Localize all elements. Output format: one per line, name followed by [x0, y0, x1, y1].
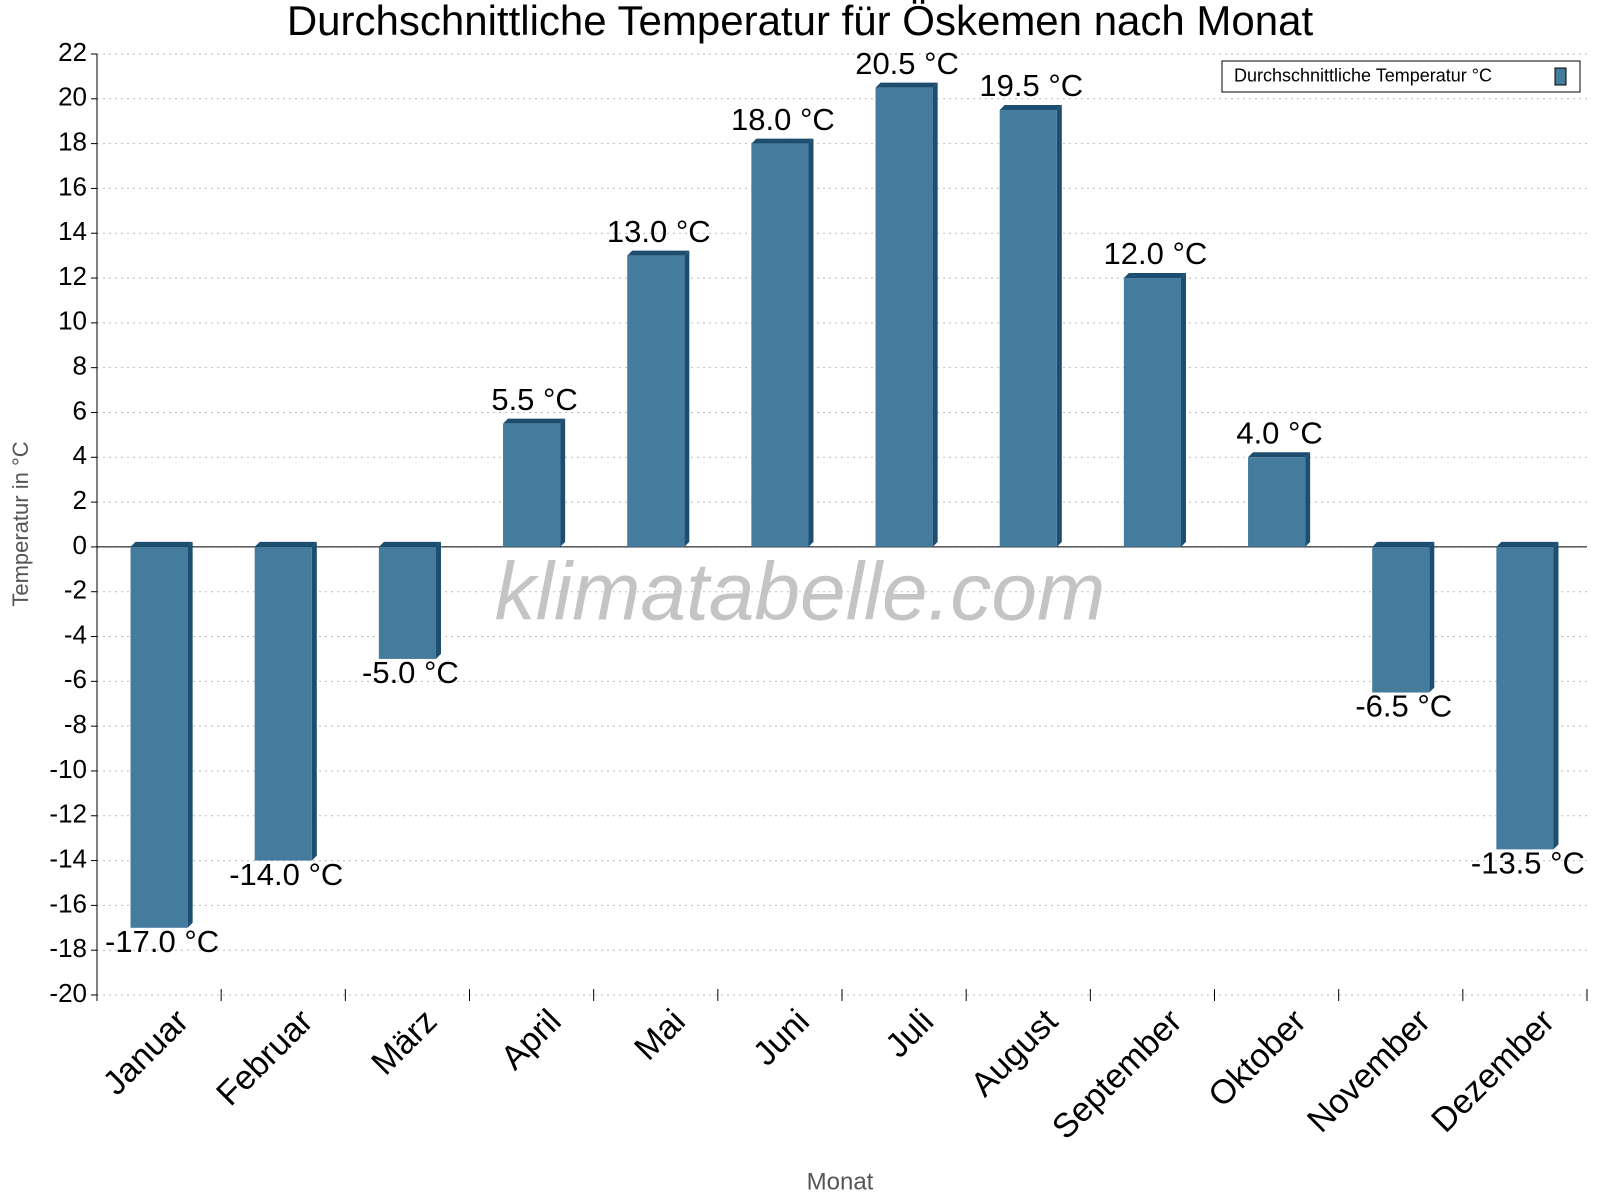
value-label: -6.5 °C	[1355, 689, 1452, 724]
bar	[1496, 546, 1554, 850]
bar-top	[503, 418, 566, 424]
legend-label: Durchschnittliche Temperatur °C	[1234, 65, 1492, 85]
bar	[503, 423, 561, 547]
x-axis-label: Monat	[807, 1168, 874, 1195]
y-tick-label: -6	[64, 664, 87, 694]
bar	[751, 143, 809, 547]
y-tick-label: 0	[73, 530, 87, 560]
bar	[875, 87, 933, 547]
bar-top	[254, 541, 317, 547]
bar-side	[187, 541, 193, 928]
y-tick-label: 20	[58, 82, 87, 112]
y-tick-label: -16	[49, 888, 87, 918]
value-label: 12.0 °C	[1104, 236, 1208, 271]
y-tick-label: -20	[49, 978, 87, 1008]
y-tick-label: 4	[73, 440, 87, 470]
bar-top	[627, 250, 690, 256]
y-tick-label: -12	[49, 799, 87, 829]
value-label: 19.5 °C	[979, 68, 1083, 103]
y-tick-label: 12	[58, 261, 87, 291]
value-label: -5.0 °C	[362, 655, 459, 690]
value-label: 20.5 °C	[855, 46, 959, 81]
bar-top	[1123, 273, 1186, 279]
legend-swatch	[1554, 67, 1567, 86]
y-tick-label: -2	[64, 575, 87, 605]
bar-side	[808, 138, 814, 547]
bar-side	[1429, 541, 1435, 693]
y-tick-label: 22	[58, 37, 87, 67]
y-tick-label: -18	[49, 933, 87, 963]
y-tick-label: 14	[58, 216, 87, 246]
y-tick-label: -4	[64, 619, 87, 649]
value-label: -13.5 °C	[1471, 846, 1585, 881]
bar-side	[1180, 273, 1186, 547]
y-tick-label: 2	[73, 485, 87, 515]
y-tick-label: 10	[58, 306, 87, 336]
bar-top	[1496, 541, 1559, 547]
value-label: 13.0 °C	[607, 214, 711, 249]
bar-side	[1305, 452, 1311, 547]
value-label: 4.0 °C	[1236, 415, 1323, 450]
bar	[378, 546, 436, 659]
bar-side	[311, 541, 317, 861]
bar	[1372, 546, 1430, 693]
bar	[627, 255, 685, 547]
y-tick-label: 18	[58, 126, 87, 156]
y-axis-label: Temperatur in °C	[8, 441, 33, 606]
value-label: -17.0 °C	[105, 924, 219, 959]
bar-side	[1553, 541, 1559, 850]
y-tick-label: -10	[49, 754, 87, 784]
bar-top	[751, 138, 814, 144]
bar-side	[1056, 105, 1062, 547]
bar-top	[1372, 541, 1435, 547]
value-label: 5.5 °C	[491, 382, 578, 417]
y-tick-label: -8	[64, 709, 87, 739]
bar-top	[130, 541, 193, 547]
bar	[999, 110, 1057, 547]
y-tick-label: 16	[58, 171, 87, 201]
bar-top	[1248, 452, 1311, 458]
chart-title: Durchschnittliche Temperatur für Öskemen…	[287, 0, 1314, 44]
bar	[1123, 278, 1181, 547]
y-tick-label: 8	[73, 351, 87, 381]
bar	[254, 546, 312, 861]
y-tick-label: -14	[49, 843, 87, 873]
bar-side	[932, 82, 938, 547]
bar-side	[684, 250, 690, 547]
value-label: 18.0 °C	[731, 102, 835, 137]
bar	[1248, 457, 1306, 547]
bar-top	[875, 82, 938, 88]
bar-top	[378, 541, 441, 547]
bar-side	[560, 418, 566, 547]
y-tick-label: 6	[73, 395, 87, 425]
bar-top	[999, 105, 1062, 111]
bar	[130, 546, 188, 928]
bar-side	[435, 541, 441, 659]
legend-box	[1221, 60, 1581, 93]
value-label: -14.0 °C	[229, 857, 343, 892]
